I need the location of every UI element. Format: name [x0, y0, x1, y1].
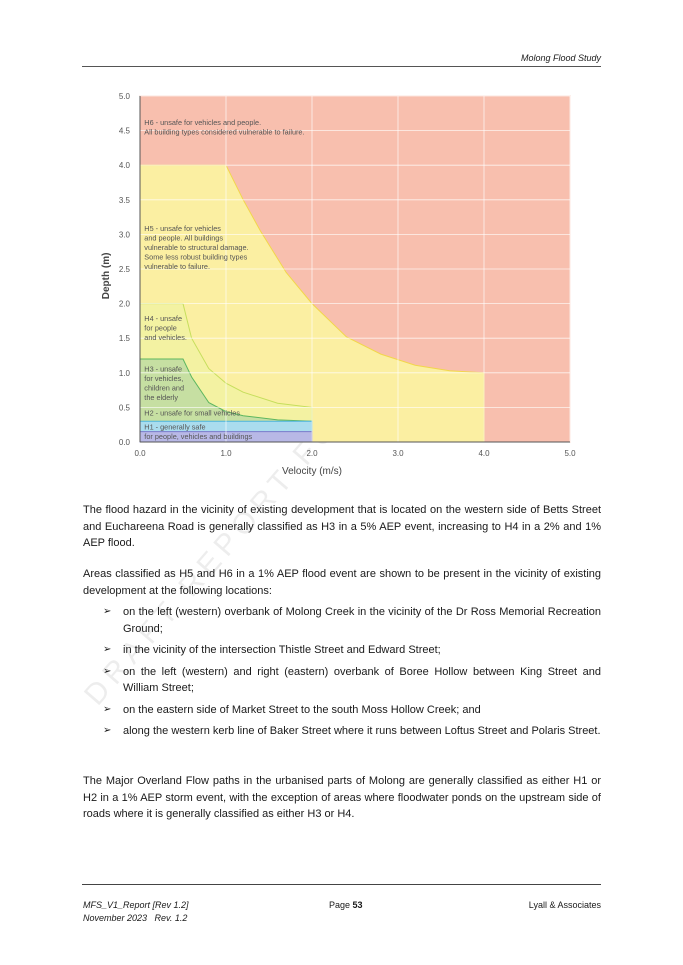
- y-tick-label: 2.5: [119, 265, 131, 274]
- y-tick-label: 1.0: [119, 369, 131, 378]
- arrow-bullet-icon: ➢: [103, 665, 112, 677]
- footer-company: Lyall & Associates: [528, 900, 601, 910]
- hazard-label-h3: the elderly: [144, 393, 178, 402]
- footer-rule: [82, 884, 601, 885]
- y-tick-label: 3.0: [119, 230, 131, 239]
- list-item: ➢ along the western kerb line of Baker St…: [83, 723, 601, 740]
- y-tick-label: 0.0: [119, 438, 131, 447]
- paragraph-hazard-classification: The flood hazard in the vicinity of exis…: [83, 504, 601, 549]
- y-tick-label: 0.5: [119, 403, 131, 412]
- y-tick-label: 5.0: [119, 92, 131, 101]
- footer-date-revision: November 2023 Rev. 1.2: [83, 913, 188, 923]
- y-tick-label: 4.5: [119, 127, 131, 136]
- list-item: ➢ on the eastern side of Market Street to…: [83, 702, 601, 719]
- y-tick-label: 2.0: [119, 300, 131, 309]
- hazard-label-h1: H1 - generally safe: [144, 423, 205, 432]
- header-title: Molong Flood Study: [520, 53, 601, 63]
- footer-report-info: MFS_V1_Report [Rev 1.2] November 2023 Re…: [83, 899, 189, 925]
- x-tick-label: 1.0: [220, 449, 232, 458]
- location-list: ➢ on the left (western) overbank of Molon…: [83, 604, 601, 745]
- y-tick-label: 1.5: [119, 334, 131, 343]
- hazard-label-h3: for vehicles,: [144, 374, 183, 383]
- paragraph-h5-h6-locations: Areas classified as H5 and H6 in a 1% AE…: [83, 568, 601, 597]
- x-axis-label: Velocity (m/s): [282, 466, 342, 477]
- hazard-label-h4: and vehicles.: [144, 333, 187, 342]
- footer-report-id: MFS_V1_Report [Rev 1.2]: [83, 900, 189, 910]
- x-tick-label: 4.0: [478, 449, 490, 458]
- hazard-label-h3: H3 - unsafe: [144, 364, 182, 373]
- hazard-chart: 0.0 1.0 2.0 3.0 4.0 5.0 0.0 0.5 1.0 1.5 2.0 2.5 3.0 3…: [101, 92, 576, 477]
- list-item: ➢ in the vicinity of the intersection Thi…: [83, 642, 601, 659]
- hazard-label-h2: H2 - unsafe for small vehicles: [144, 409, 240, 418]
- y-tick-label: 4.0: [119, 161, 131, 170]
- hazard-label-h5: vulnerable to failure.: [144, 262, 210, 271]
- x-tick-label: 5.0: [564, 449, 576, 458]
- hazard-label-h6: H6 - unsafe for vehicles and people.: [144, 118, 261, 127]
- hazard-label-h1: for people, vehicles and buildings: [144, 432, 252, 441]
- x-tick-label: 2.0: [306, 449, 318, 458]
- arrow-bullet-icon: ➢: [103, 703, 112, 715]
- list-item: ➢ on the left (western) and right (easter…: [103, 665, 601, 695]
- arrow-bullet-icon: ➢: [103, 644, 112, 655]
- hazard-label-h5: vulnerable to structural damage.: [144, 243, 248, 252]
- y-tick-label: 3.5: [119, 196, 131, 205]
- hazard-label-h4: for people: [144, 323, 176, 332]
- y-axis-label: Depth (m): [101, 253, 112, 300]
- header-rule: [82, 66, 601, 67]
- x-tick-label: 3.0: [392, 449, 404, 458]
- x-tick-label: 0.0: [134, 449, 146, 458]
- arrow-bullet-icon: ➢: [103, 725, 112, 736]
- hazard-label-h6: All building types considered vulnerable…: [144, 128, 304, 137]
- hazard-label-h5: and people. All buildings: [144, 233, 223, 242]
- hazard-label-h5: H5 - unsafe for vehicles: [144, 224, 221, 233]
- paragraph-overland-flow: The Major Overland Flow paths in the urb…: [83, 775, 601, 820]
- list-item: ➢ on the left (western) overbank of Molon…: [103, 606, 601, 635]
- hazard-label-h3: children and: [144, 383, 184, 392]
- page-label: Page: [329, 900, 351, 910]
- arrow-bullet-icon: ➢: [103, 606, 112, 617]
- page-number: 53: [352, 900, 363, 910]
- footer-page-number: Page 53: [329, 899, 363, 912]
- hazard-label-h5: Some less robust building types: [144, 252, 247, 261]
- hazard-label-h4: H4 - unsafe: [144, 314, 182, 323]
